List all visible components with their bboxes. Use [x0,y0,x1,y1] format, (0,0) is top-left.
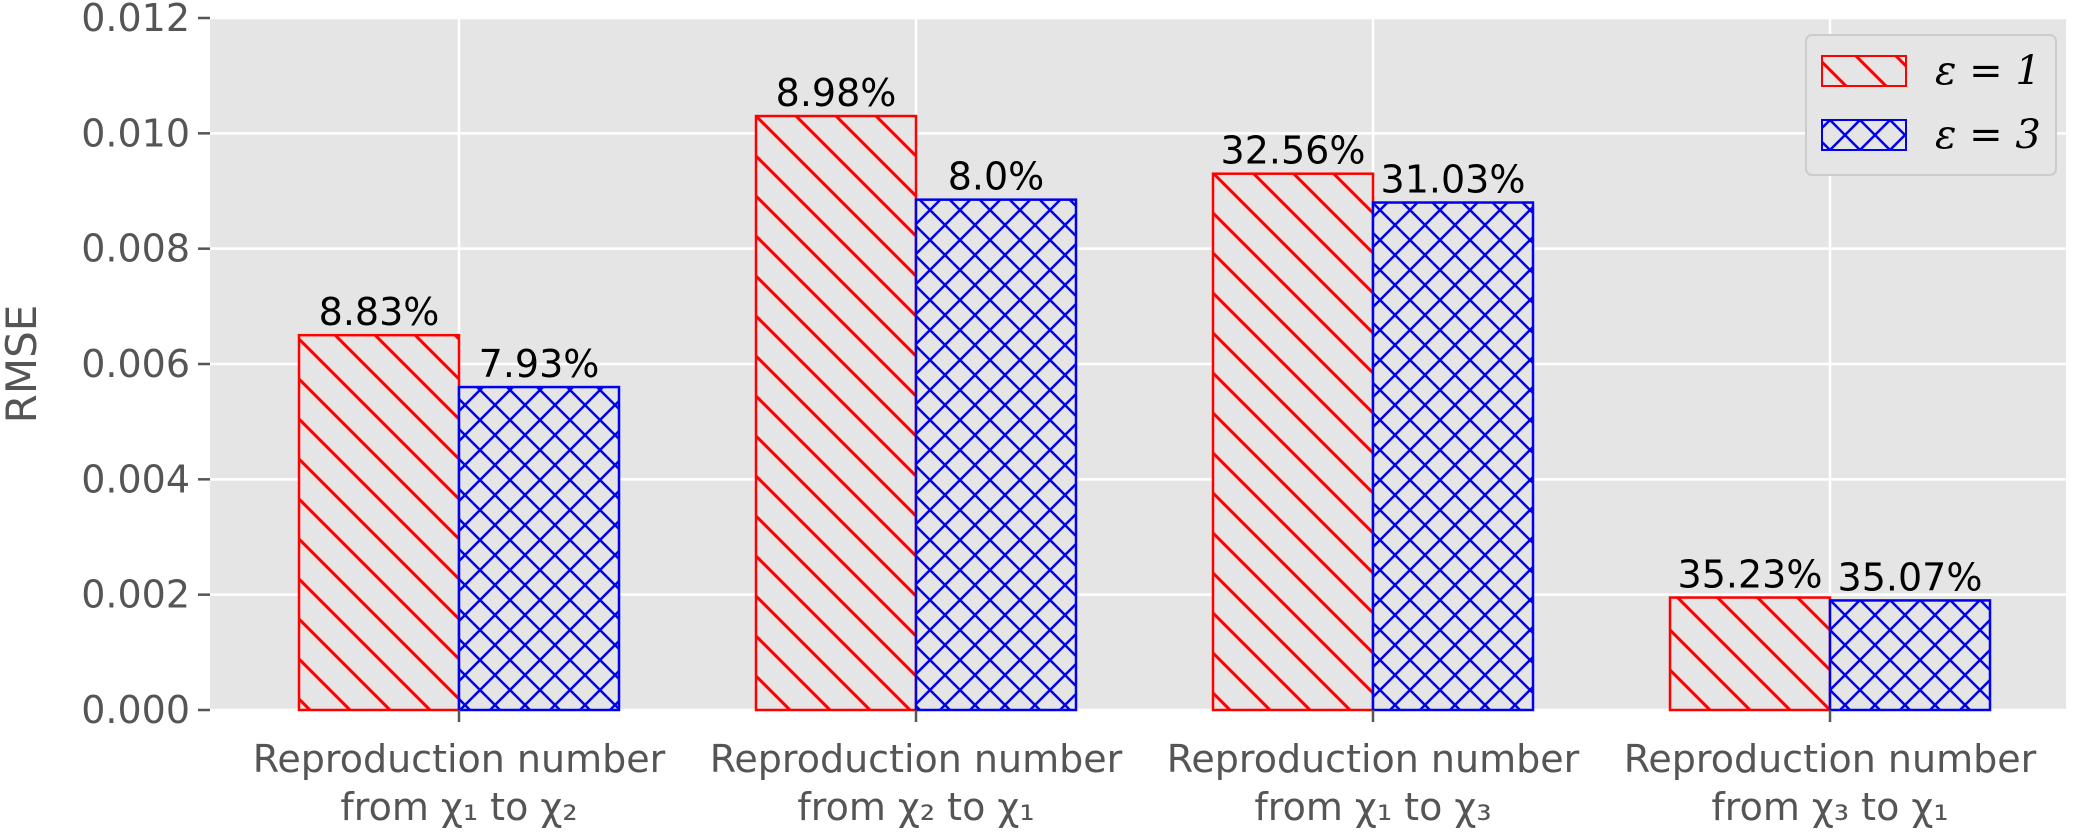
bar-value-label: 8.0% [948,155,1045,199]
legend: ε = 1 ε = 3 [1805,34,2057,176]
y-axis: 0.000 0.002 0.004 0.006 0.008 0.010 0.012 [81,0,210,732]
bar-value-label: 35.07% [1838,555,1983,599]
y-tick-label: 0.002 [81,573,190,617]
y-tick-label: 0.010 [81,111,190,155]
x-tick-label: Reproduction number [1167,737,1580,781]
bar [914,198,1078,712]
x-tick-label: Reproduction number [253,737,666,781]
bar-value-label: 31.03% [1381,158,1526,202]
y-tick-label: 0.008 [81,227,190,271]
bars [297,114,1992,712]
bar [1211,172,1375,712]
bar [1371,201,1535,712]
bar-value-label: 8.98% [776,71,897,115]
x-tick-label: Reproduction number [710,737,1123,781]
bar [754,114,918,712]
legend-label-eps1: ε = 1 [1935,48,2041,94]
bar [297,333,461,712]
legend-swatch-eps3 [1821,119,1907,151]
bar-value-label: 35.23% [1678,553,1823,597]
bar-value-labels: 8.83% 8.98% 32.56% 35.23% 7.93% 8.0% 31.03% 35.… [319,71,1983,599]
bar-value-label: 8.83% [319,290,440,334]
x-tick-label: Reproduction number [1624,737,2037,781]
y-tick-label: 0.000 [81,688,190,732]
y-tick-label: 0.004 [81,457,190,501]
y-axis-label: RMSE [0,305,46,424]
x-tick-label: from χ₁ to χ₃ [1254,785,1491,829]
y-tick-label: 0.006 [81,342,190,386]
bar [1828,599,1992,712]
x-tick-label: from χ₂ to χ₁ [797,785,1034,829]
x-tick-label: from χ₃ to χ₁ [1711,785,1948,829]
legend-swatch-eps1 [1821,55,1907,87]
legend-label-eps3: ε = 3 [1935,112,2041,158]
bar-value-label: 7.93% [479,342,600,386]
bar-value-label: 32.56% [1221,129,1366,173]
x-tick-label: from χ₁ to χ₂ [340,785,577,829]
bar [1668,596,1832,712]
y-tick-label: 0.012 [81,0,190,40]
bar [457,385,621,712]
